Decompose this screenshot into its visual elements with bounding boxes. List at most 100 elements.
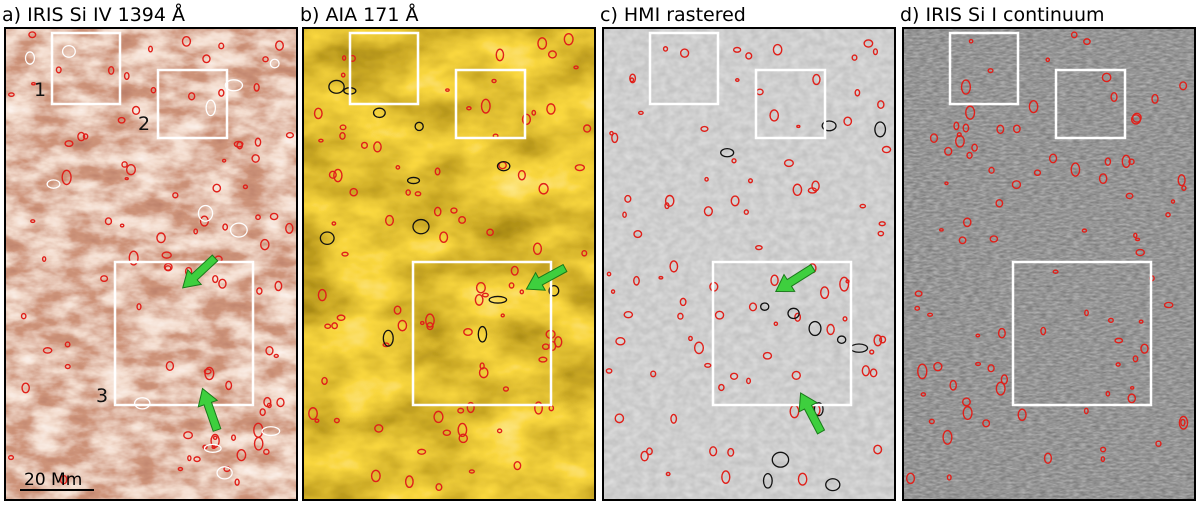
contour (104, 217, 113, 226)
contour (1043, 452, 1053, 464)
contour (996, 124, 1005, 135)
contour (150, 86, 157, 94)
contour (210, 433, 220, 448)
contour (521, 113, 532, 126)
contour (218, 278, 227, 289)
contour (1048, 153, 1058, 164)
contour (762, 472, 773, 489)
contour (370, 469, 381, 483)
contour (20, 312, 27, 320)
contour (161, 251, 172, 259)
contour (263, 448, 270, 455)
contour (269, 212, 279, 221)
contour (205, 99, 217, 117)
panels: a) IRIS Si IV 1394 Å b) AIA 171 Å c) HMI r… (2, 3, 1196, 501)
contour (730, 195, 740, 207)
contour (640, 450, 649, 462)
region-label: 1 (34, 79, 46, 101)
contour (745, 52, 753, 60)
contour (273, 353, 279, 359)
contour (225, 380, 233, 391)
contour (574, 164, 586, 172)
contour (425, 313, 435, 328)
contour (914, 305, 921, 311)
contour (254, 137, 262, 147)
contour (119, 223, 125, 228)
contour (341, 251, 349, 257)
contour (61, 169, 72, 186)
contour (261, 426, 281, 437)
contour (491, 78, 497, 84)
contour (203, 368, 212, 375)
contour (532, 242, 543, 256)
contour (397, 319, 408, 332)
contour (218, 88, 225, 97)
panel-title: d) IRIS Si I continuum (900, 4, 1105, 26)
contour (404, 475, 414, 489)
contour (928, 418, 935, 425)
contour (821, 120, 837, 132)
contour (538, 182, 549, 195)
contour (1070, 162, 1081, 177)
contour (534, 401, 544, 415)
contour (46, 179, 61, 189)
contour (917, 363, 928, 380)
contour (854, 88, 861, 97)
contour (791, 370, 801, 381)
contour (123, 71, 130, 81)
contour (944, 181, 949, 186)
contour (1098, 173, 1108, 185)
contour (30, 219, 36, 224)
contour (1052, 269, 1059, 274)
contour (414, 121, 424, 132)
contour (1178, 415, 1189, 430)
contour (77, 131, 86, 142)
contour (771, 451, 790, 468)
contour (1083, 38, 1091, 46)
contour (373, 141, 382, 153)
panel-title: a) IRIS Si IV 1394 Å (2, 3, 185, 26)
contour (236, 448, 247, 462)
contour (331, 221, 337, 226)
contour (637, 110, 644, 116)
contour (519, 289, 525, 295)
contour (762, 351, 773, 360)
contour (745, 377, 752, 385)
contour (107, 65, 115, 75)
contour (537, 37, 548, 50)
contour (1138, 319, 1144, 324)
contour (193, 228, 199, 235)
contour (59, 474, 68, 485)
contour (458, 215, 467, 224)
contour (510, 265, 519, 276)
contour (405, 189, 411, 196)
contour (611, 132, 619, 144)
contour (538, 356, 548, 363)
contour (975, 361, 982, 367)
contour (439, 231, 449, 244)
contour (319, 231, 335, 246)
contour (202, 54, 211, 64)
contour (563, 33, 574, 46)
contour (163, 262, 173, 272)
contour (1107, 317, 1114, 323)
contour (64, 341, 71, 348)
contour (121, 161, 128, 168)
contour (442, 429, 452, 437)
contour (513, 460, 522, 471)
contour (583, 124, 592, 133)
contour (836, 335, 847, 345)
contour (28, 31, 37, 39)
contour (374, 424, 384, 433)
contour (64, 363, 71, 370)
contour (794, 312, 802, 322)
contour (933, 361, 943, 372)
contour (433, 410, 444, 424)
contour (729, 372, 739, 380)
contour (434, 167, 441, 176)
region-box (648, 31, 720, 106)
contour (1134, 237, 1141, 242)
contour (961, 397, 971, 407)
contour (709, 446, 718, 457)
contour (988, 166, 995, 174)
